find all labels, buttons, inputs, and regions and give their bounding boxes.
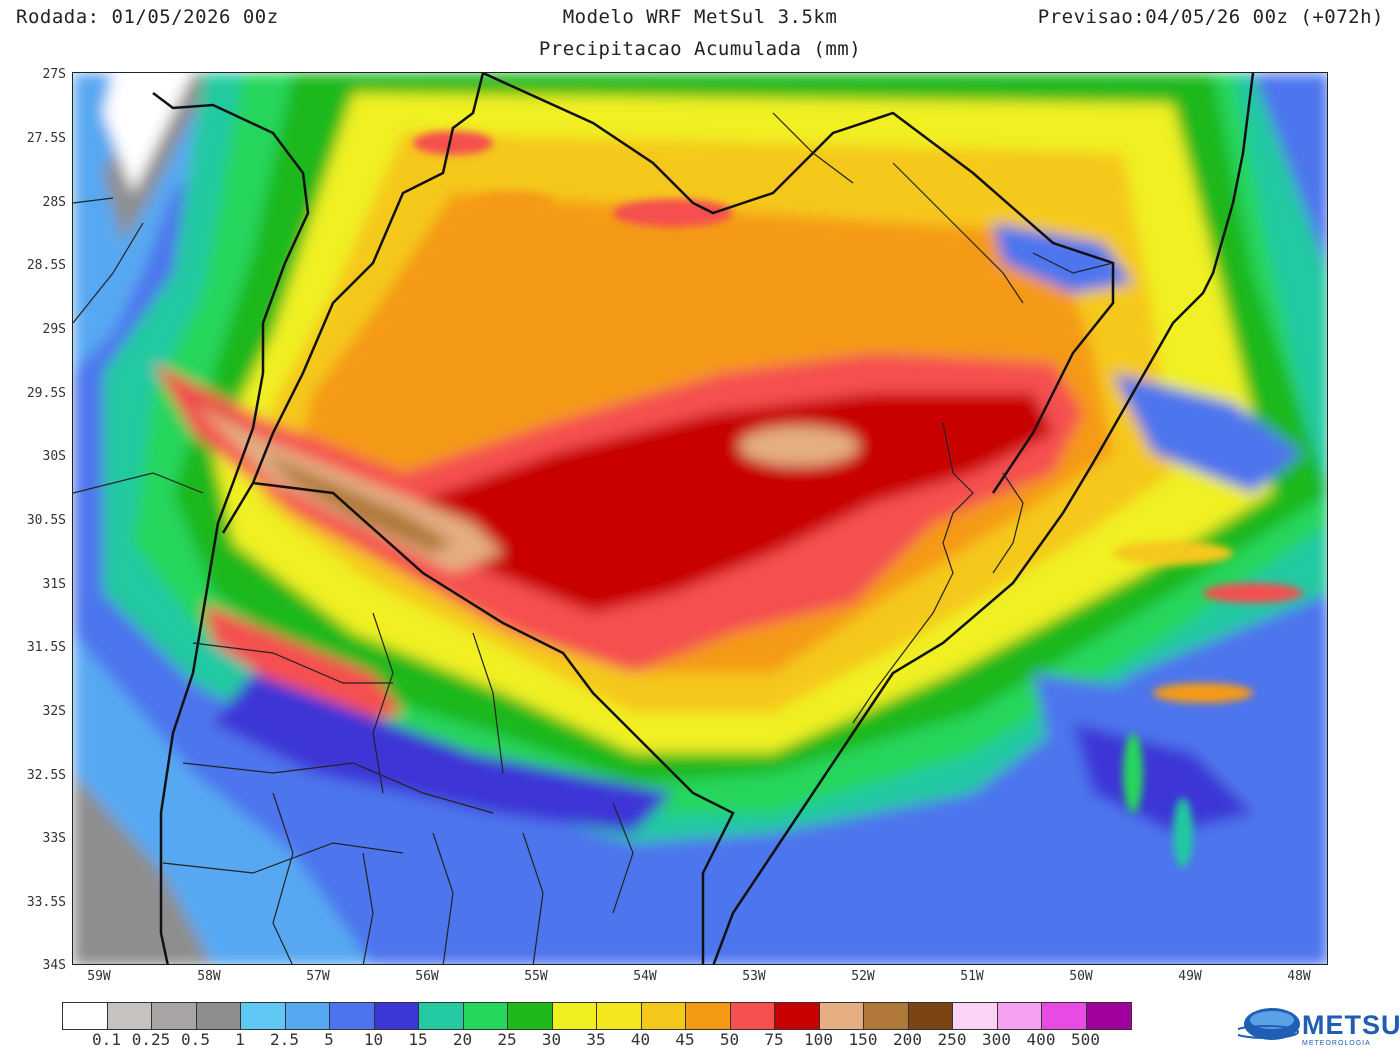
lat-label: 28.5S [26,258,66,273]
lon-label: 49W [1178,969,1202,984]
forecast-time-label: Previsao:04/05/26 00z (+072h) [1037,6,1384,28]
colorbar-swatch [819,1003,864,1029]
colorbar-tick-label: 2.5 [270,1030,299,1049]
lon-label: 48W [1287,969,1311,984]
colorbar-tick-label: 400 [1026,1030,1056,1049]
lon-label: 57W [306,969,330,984]
colorbar-swatch [419,1003,464,1029]
colorbar-tick-label: 0.1 [92,1030,121,1049]
lat-label: 32.5S [26,768,66,783]
colorbar-tick-label: 15 [408,1030,428,1049]
metsul-logo-icon [1238,1008,1300,1040]
colorbar-swatch [953,1003,998,1029]
lon-label: 54W [633,969,657,984]
colorbar-tick-label: 500 [1071,1030,1100,1049]
colorbar-tick-label: 100 [804,1030,833,1049]
colorbar-tick-label: 0.25 [131,1030,171,1049]
colorbar-swatch [641,1003,686,1029]
colorbar-tick-label: 250 [937,1030,967,1049]
colorbar-tick-label: 10 [363,1030,384,1049]
municipal-borders [73,112,1114,964]
colorbar-swatch [152,1003,197,1029]
lat-label: 29.5S [26,386,66,401]
colorbar-swatch [1042,1003,1087,1029]
precipitation-map [72,72,1328,965]
colorbar-swatch [730,1003,775,1029]
colorbar-swatch [597,1003,642,1029]
lon-label: 53W [742,969,766,984]
map-canvas [73,73,1327,964]
variable-title: Precipitacao Acumulada (mm) [538,38,862,60]
run-time-label: Rodada: 01/05/2026 00z [16,6,279,28]
colorbar-tick-label: 35 [586,1030,606,1049]
colorbar-swatch [686,1003,731,1029]
precipitation-colorbar [62,1002,1132,1030]
lon-label: 51W [960,969,984,984]
lat-label: 32S [42,704,66,719]
colorbar-tick-label: 25 [497,1030,517,1049]
colorbar-swatch [908,1003,953,1029]
colorbar-tick-label: 50 [719,1030,740,1049]
lon-label: 58W [197,969,221,984]
state-borders [152,73,1255,964]
streaks-overlay [413,131,1303,868]
lon-label: 59W [87,969,111,984]
lat-label: 31.5S [26,640,66,655]
lon-label: 52W [851,969,875,984]
colorbar-swatch [330,1003,375,1029]
colorbar-tick-label: 0.5 [181,1030,210,1049]
colorbar-tick-label: 200 [893,1030,922,1049]
colorbar-tick-label: 40 [630,1030,651,1049]
colorbar-swatch [241,1003,286,1029]
colorbar-swatch [107,1003,152,1029]
model-title: Modelo WRF MetSul 3.5km [562,6,838,28]
lat-label: 28S [42,195,66,210]
colorbar-tick-label: 5 [324,1030,334,1049]
lat-label: 27.5S [26,131,66,146]
colorbar-swatch [1086,1003,1131,1029]
colorbar-swatch [63,1003,108,1029]
colorbar-tick-label: 1 [235,1030,245,1049]
lat-label: 33S [42,831,66,846]
colorbar-tick-label: 150 [848,1030,878,1049]
lat-label: 27S [42,67,66,82]
colorbar-tick-label: 30 [541,1030,562,1049]
lat-label: 33.5S [26,895,66,910]
colorbar-swatch [285,1003,330,1029]
lat-label: 34S [42,958,66,973]
lon-label: 55W [524,969,548,984]
lon-label: 50W [1069,969,1093,984]
logo-tagline: METEOROLOGIA [1302,1040,1371,1047]
colorbar-swatch [374,1003,419,1029]
colorbar-swatch [508,1003,553,1029]
colorbar-swatch [552,1003,597,1029]
colorbar-swatch [463,1003,508,1029]
colorbar-tick-label: 300 [982,1030,1011,1049]
precipitation-field [73,73,1327,964]
lat-label: 30.5S [26,513,66,528]
colorbar-tick-label: 75 [764,1030,784,1049]
colorbar-swatch [775,1003,820,1029]
colorbar-swatch [196,1003,241,1029]
colorbar-tick-label: 20 [452,1030,473,1049]
colorbar-swatch [997,1003,1042,1029]
lat-label: 30S [42,449,66,464]
colorbar-swatch [864,1003,909,1029]
colorbar-tick-label: 45 [675,1030,695,1049]
logo-name: METSUL [1302,1010,1400,1040]
lat-label: 29S [42,322,66,337]
lon-label: 56W [415,969,439,984]
lat-label: 31S [42,577,66,592]
